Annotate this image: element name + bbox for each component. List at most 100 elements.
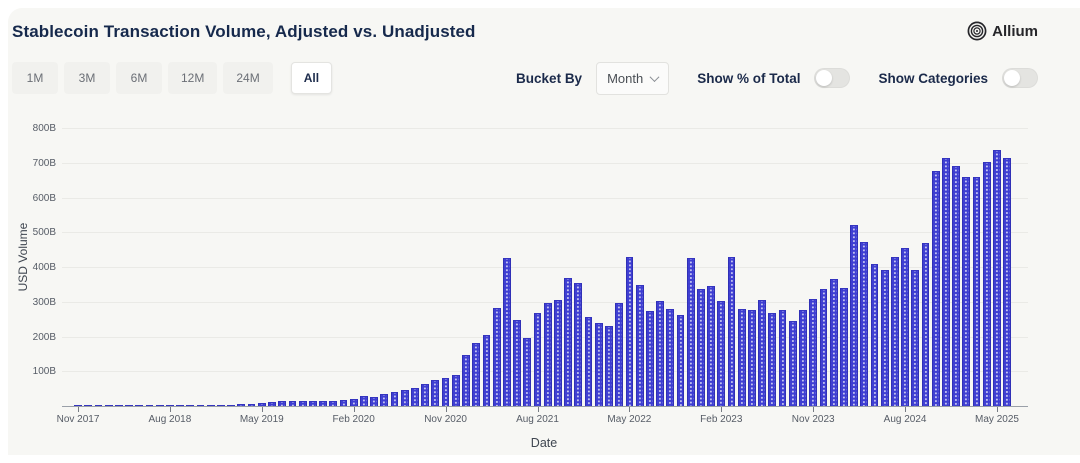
- volume-bar-jun-2024[interactable]: [881, 270, 889, 406]
- volume-bar-dec-2021[interactable]: [574, 283, 582, 406]
- range-button-12m[interactable]: 12M: [168, 62, 217, 94]
- volume-bar-feb-2020[interactable]: [350, 399, 358, 406]
- x-tick-label: Nov 2023: [778, 414, 848, 425]
- volume-bar-dec-2024[interactable]: [942, 158, 950, 406]
- volume-bar-jan-2025[interactable]: [952, 166, 960, 406]
- volume-bar-apr-2024[interactable]: [860, 242, 868, 406]
- show-pct-label: Show % of Total: [697, 71, 800, 86]
- volume-bar-may-2025[interactable]: [993, 150, 1001, 406]
- allium-logo: Allium: [966, 20, 1038, 42]
- range-button-1m[interactable]: 1M: [12, 62, 58, 94]
- volume-bar-jan-2021[interactable]: [462, 355, 470, 406]
- volume-bar-sep-2020[interactable]: [421, 384, 429, 406]
- y-axis-title: USD Volume: [16, 212, 30, 302]
- volume-bar-may-2023[interactable]: [748, 310, 756, 406]
- x-tick-mark: [997, 407, 998, 412]
- volume-bar-jan-2022[interactable]: [585, 317, 593, 406]
- volume-bar-jul-2023[interactable]: [768, 313, 776, 406]
- volume-bar-feb-2025[interactable]: [962, 177, 970, 406]
- x-tick-label: Aug 2021: [503, 414, 573, 425]
- y-tick-label: 100B: [12, 366, 56, 377]
- x-tick-label: Feb 2023: [686, 414, 756, 425]
- volume-bar-mar-2025[interactable]: [973, 177, 981, 406]
- volume-bar-aug-2021[interactable]: [534, 313, 542, 406]
- volume-bar-apr-2021[interactable]: [493, 308, 501, 406]
- show-categories-toggle[interactable]: [1002, 68, 1038, 88]
- volume-bar-dec-2022[interactable]: [697, 289, 705, 406]
- volume-bar-aug-2024[interactable]: [901, 248, 909, 406]
- volume-bar-oct-2023[interactable]: [799, 310, 807, 406]
- x-tick-mark: [262, 407, 263, 412]
- bucket-by-dropdown[interactable]: Month: [596, 62, 669, 95]
- volume-bar-sep-2021[interactable]: [544, 303, 552, 406]
- x-axis-title: Date: [8, 436, 1080, 450]
- volume-bar-apr-2025[interactable]: [983, 162, 991, 406]
- range-button-3m[interactable]: 3M: [64, 62, 110, 94]
- x-tick-label: Feb 2020: [319, 414, 389, 425]
- toolbar-controls: Bucket By Month Show % of Total Show Cat…: [516, 60, 1038, 96]
- volume-bar-sep-2024[interactable]: [911, 270, 919, 406]
- volume-bar-may-2024[interactable]: [871, 264, 879, 406]
- volume-bar-sep-2023[interactable]: [789, 321, 797, 406]
- volume-bar-feb-2021[interactable]: [472, 343, 480, 406]
- volume-bar-may-2022[interactable]: [626, 257, 634, 406]
- show-pct-toggle[interactable]: [814, 68, 850, 88]
- volume-bar-oct-2021[interactable]: [554, 300, 562, 406]
- x-tick-label: May 2025: [962, 414, 1032, 425]
- bucket-by-value: Month: [607, 71, 643, 86]
- volume-bar-mar-2024[interactable]: [850, 225, 858, 406]
- volume-bar-jun-2025[interactable]: [1003, 158, 1011, 406]
- allium-rings-icon: [966, 20, 988, 42]
- x-tick-label: Nov 2017: [43, 414, 113, 425]
- volume-bar-jul-2022[interactable]: [646, 311, 654, 406]
- volume-bar-jun-2023[interactable]: [758, 300, 766, 406]
- volume-bar-oct-2020[interactable]: [431, 380, 439, 406]
- volume-bar-mar-2023[interactable]: [728, 257, 736, 406]
- volume-bar-nov-2020[interactable]: [442, 378, 450, 406]
- volume-bar-mar-2020[interactable]: [360, 396, 368, 406]
- range-button-6m[interactable]: 6M: [116, 62, 162, 94]
- volume-bar-feb-2024[interactable]: [840, 288, 848, 406]
- volume-bar-nov-2024[interactable]: [932, 171, 940, 406]
- volume-bar-may-2021[interactable]: [503, 258, 511, 406]
- volume-bar-dec-2020[interactable]: [452, 375, 460, 406]
- volume-bar-jan-2024[interactable]: [830, 279, 838, 406]
- range-button-all[interactable]: All: [291, 62, 332, 94]
- volume-bar-nov-2021[interactable]: [564, 278, 572, 406]
- volume-bar-aug-2023[interactable]: [779, 310, 787, 406]
- volume-bar-sep-2022[interactable]: [666, 309, 674, 406]
- volume-bar-dec-2023[interactable]: [820, 289, 828, 406]
- volume-bar-aug-2020[interactable]: [411, 388, 419, 406]
- volume-bar-nov-2023[interactable]: [809, 299, 817, 406]
- volume-bar-jun-2020[interactable]: [391, 392, 399, 406]
- volume-bar-oct-2022[interactable]: [677, 315, 685, 406]
- x-tick-mark: [813, 407, 814, 412]
- bucket-by-label: Bucket By: [516, 71, 582, 86]
- volume-bar-feb-2023[interactable]: [717, 301, 725, 406]
- show-categories-label: Show Categories: [878, 71, 988, 86]
- volume-bar-jan-2023[interactable]: [707, 286, 715, 406]
- chevron-down-icon: [650, 72, 660, 82]
- volume-bar-apr-2020[interactable]: [370, 397, 378, 406]
- volume-bar-oct-2024[interactable]: [922, 243, 930, 406]
- volume-bar-mar-2022[interactable]: [605, 326, 613, 406]
- range-button-24m[interactable]: 24M: [223, 62, 272, 94]
- x-tick-label: Aug 2018: [135, 414, 205, 425]
- volume-bar-aug-2022[interactable]: [656, 301, 664, 406]
- x-tick-mark: [446, 407, 447, 412]
- volume-bar-nov-2022[interactable]: [687, 258, 695, 406]
- volume-bar-may-2020[interactable]: [380, 394, 388, 406]
- volume-bar-feb-2022[interactable]: [595, 323, 603, 406]
- volume-bar-jul-2021[interactable]: [523, 338, 531, 406]
- y-tick-label: 700B: [12, 158, 56, 169]
- volume-bar-jul-2024[interactable]: [891, 257, 899, 406]
- volume-bar-jun-2021[interactable]: [513, 320, 521, 406]
- volume-bar-apr-2022[interactable]: [615, 303, 623, 406]
- y-tick-label: 400B: [12, 262, 56, 273]
- gridline: [62, 267, 1028, 268]
- volume-bar-mar-2021[interactable]: [483, 335, 491, 406]
- volume-bar-jul-2020[interactable]: [401, 390, 409, 406]
- volume-bar-apr-2023[interactable]: [738, 309, 746, 406]
- volume-bar-jun-2022[interactable]: [636, 285, 644, 406]
